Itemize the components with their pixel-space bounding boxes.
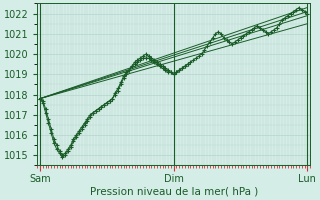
X-axis label: Pression niveau de la mer( hPa ): Pression niveau de la mer( hPa ): [90, 187, 258, 197]
